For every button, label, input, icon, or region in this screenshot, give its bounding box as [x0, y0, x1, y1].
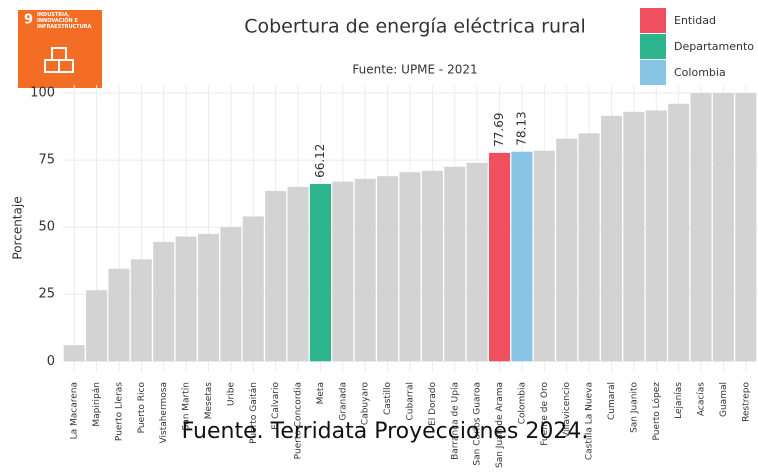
- x-tick-label: Barranca de Upía: [450, 382, 460, 460]
- bar: [309, 183, 331, 362]
- bar: [533, 150, 555, 362]
- bar: [153, 241, 175, 362]
- x-tick-label: El Calvario: [271, 382, 281, 430]
- bar: [130, 259, 152, 362]
- legend-swatch: [640, 34, 666, 59]
- x-tick-label: Mapiripán: [92, 382, 102, 427]
- bar: [511, 151, 533, 362]
- bar: [690, 93, 712, 362]
- y-tick-label: 25: [38, 287, 55, 302]
- x-tick-label: El Dorado: [428, 382, 438, 426]
- bar: [578, 133, 600, 362]
- x-tick-label: Granada: [338, 382, 348, 421]
- y-tick-label: 75: [38, 153, 55, 168]
- bar: [197, 233, 220, 362]
- bar: [712, 93, 734, 362]
- bar: [354, 178, 376, 362]
- bar: [645, 110, 667, 362]
- value-label: 78.13: [514, 111, 528, 145]
- y-tick-label: 50: [38, 220, 55, 235]
- bar: [175, 236, 197, 362]
- bar: [287, 186, 309, 362]
- chart-title: Cobertura de energía eléctrica rural: [244, 16, 586, 38]
- bar: [332, 181, 354, 362]
- x-tick-label: San Carlos Guaroa: [473, 382, 483, 466]
- x-tick-label: Acacías: [697, 382, 707, 416]
- x-tick-label: Puerto López: [651, 382, 662, 441]
- legend-label: Colombia: [674, 66, 726, 79]
- x-tick-label: Colombia: [517, 382, 527, 424]
- x-tick-label: Castilla La Nueva: [585, 382, 595, 460]
- badge-text: INDUSTRIA, INNOVACIÓN E INFRAESTRUCTURA: [37, 12, 92, 30]
- x-tick-label: Meta: [316, 382, 326, 404]
- bar: [265, 190, 287, 362]
- x-tick-label: Puerto Lleras: [114, 382, 124, 441]
- x-tick-label: Castillo: [383, 382, 393, 416]
- badge-icon: [44, 47, 74, 73]
- x-tick-label: San Juan de Arama: [495, 382, 505, 468]
- value-label: 66.12: [313, 144, 327, 178]
- bar: [220, 227, 242, 362]
- bar: [556, 138, 578, 362]
- bar: [466, 162, 488, 362]
- x-tick-label: San Martín: [182, 382, 192, 431]
- badge-text-box: INDUSTRIA, INNOVACIÓN E INFRAESTRUCTURA: [37, 12, 92, 30]
- x-tick-label: Villavicencio: [562, 382, 572, 438]
- x-tick-label: Mesetas: [204, 382, 214, 420]
- x-tick-label: Puerto Gaitán: [249, 382, 259, 444]
- bar: [242, 216, 264, 362]
- caption: Fuente. Terridata Proyecciones 2024.: [182, 419, 589, 444]
- x-tick-label: Cubarral: [406, 382, 416, 420]
- x-tick-label: Restrepo: [741, 382, 751, 422]
- legend-label: Entidad: [674, 14, 716, 27]
- x-tick-label: Puerto Rico: [137, 382, 147, 434]
- bar: [623, 111, 645, 362]
- x-tick-label: La Macarena: [70, 382, 80, 439]
- x-tick-label: Puerto Concordia: [294, 382, 304, 459]
- bar: [377, 176, 399, 362]
- x-tick-label: Uribe: [226, 382, 236, 407]
- y-axis-label: Porcentaje: [11, 196, 25, 259]
- bar: [399, 172, 421, 362]
- y-tick-label: 100: [30, 86, 55, 101]
- legend-swatch: [640, 60, 666, 85]
- value-label: 77.69: [492, 113, 506, 147]
- x-tick-label: Guamal: [719, 382, 729, 417]
- bar: [489, 152, 511, 362]
- bar: [600, 115, 623, 362]
- bar: [86, 290, 108, 362]
- legend-swatch: [640, 8, 666, 33]
- bar: [735, 93, 757, 362]
- x-tick-label: Cabuyaro: [361, 382, 371, 426]
- x-tick-label: San Juanito: [629, 382, 639, 433]
- bar: [444, 166, 466, 362]
- bar: [63, 345, 85, 362]
- x-tick-label: Vistahermosa: [159, 382, 169, 443]
- badge-number: 9: [24, 13, 33, 28]
- x-tick-label: Fuente de Oro: [540, 382, 550, 446]
- chart-subtitle: Fuente: UPME - 2021: [352, 63, 477, 77]
- y-tick-label: 0: [47, 354, 55, 369]
- bar: [668, 103, 690, 362]
- x-tick-label: Lejanías: [674, 382, 684, 419]
- legend-label: Departamento: [674, 40, 754, 53]
- x-tick-label: Cumaral: [607, 382, 617, 420]
- bar: [108, 268, 130, 362]
- bar: [421, 170, 443, 362]
